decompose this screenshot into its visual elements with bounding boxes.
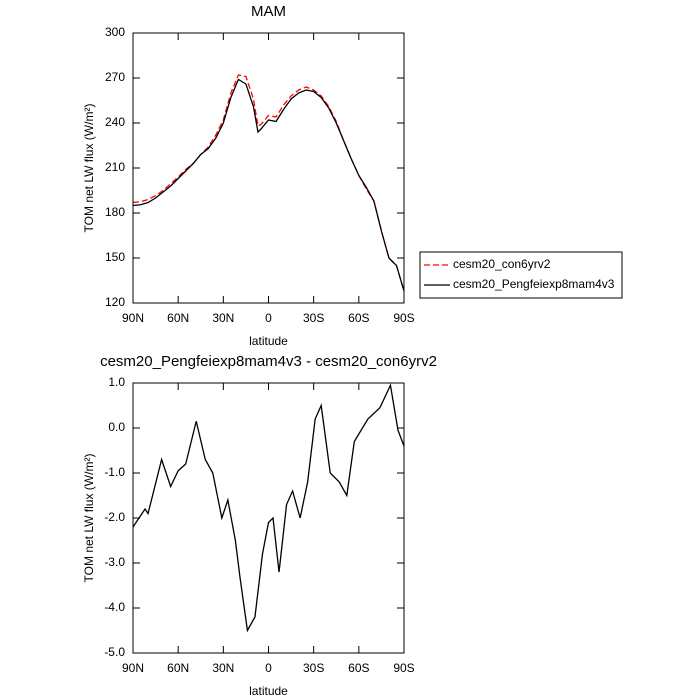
x-tick-label: 60N (167, 661, 189, 675)
x-tick-label: 90S (393, 661, 414, 675)
x-tick-label: 90S (393, 311, 414, 325)
data-line (132, 74, 405, 292)
legend-label: cesm20_con6yrv2 (453, 257, 551, 271)
y-tick-label: -4.0 (104, 600, 125, 614)
y-tick-label: -3.0 (104, 555, 125, 569)
x-tick-label: 30S (303, 311, 324, 325)
legend-label: cesm20_Pengfeiexp8mam4v3 (453, 277, 615, 291)
legend: cesm20_con6yrv2 cesm20_Pengfeiexp8mam4v3 (419, 251, 623, 299)
x-tick-label: 90N (122, 661, 144, 675)
y-tick-label: 150 (105, 250, 125, 264)
x-tick-label: 90N (122, 311, 144, 325)
y-tick-label: -1.0 (104, 465, 125, 479)
y-axis-label: TOM net LW flux (W/m²) (82, 104, 96, 233)
x-tick-label: 30S (303, 661, 324, 675)
plot-frame (132, 382, 405, 654)
data-line (132, 383, 405, 633)
legend-box (419, 251, 623, 299)
y-axis-label: TOM net LW flux (W/m²) (82, 454, 96, 583)
chart-title: cesm20_Pengfeiexp8mam4v3 - cesm20_con6yr… (100, 353, 437, 370)
y-tick-label: 300 (105, 25, 125, 39)
data-line (132, 78, 405, 292)
y-tick-label: 180 (105, 205, 125, 219)
chart-title: MAM (251, 3, 286, 20)
x-tick-label: 60S (348, 661, 369, 675)
x-axis-label: latitude (249, 684, 288, 698)
x-tick-label: 0 (265, 661, 272, 675)
y-tick-label: -5.0 (104, 645, 125, 659)
x-tick-label: 60N (167, 311, 189, 325)
y-tick-label: 240 (105, 115, 125, 129)
y-tick-label: 270 (105, 70, 125, 84)
x-tick-label: 30N (212, 661, 234, 675)
x-tick-label: 60S (348, 311, 369, 325)
y-tick-label: -2.0 (104, 510, 125, 524)
plot-frame (132, 32, 405, 304)
y-tick-label: 210 (105, 160, 125, 174)
x-tick-label: 30N (212, 311, 234, 325)
x-tick-label: 0 (265, 311, 272, 325)
y-tick-label: 1.0 (108, 375, 125, 389)
x-axis-label: latitude (249, 334, 288, 348)
y-tick-label: 0.0 (108, 420, 125, 434)
y-tick-label: 120 (105, 295, 125, 309)
